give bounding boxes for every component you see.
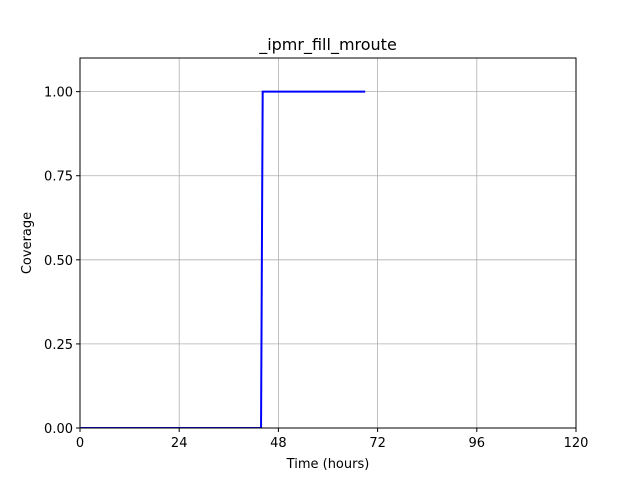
series-layer (80, 90, 366, 428)
ticks-layer: 0 24 48 72 96 120 0.00 0.25 0.50 0.75 1.00 (44, 86, 588, 451)
y-tick-label: 0.75 (44, 170, 73, 185)
x-tick-label: 0 (76, 436, 84, 451)
grid-lines (79, 58, 577, 429)
x-tick-label: 48 (270, 436, 287, 451)
chart-title: _ipmr_fill_mroute (258, 35, 397, 55)
coverage-line (80, 90, 366, 428)
x-axis-label: Time (hours) (286, 457, 370, 472)
y-tick-label: 1.00 (44, 86, 73, 101)
x-tick-label: 120 (564, 436, 589, 451)
x-tick-label: 96 (469, 436, 486, 451)
x-tick-label: 72 (369, 436, 386, 451)
y-axis-label: Coverage (20, 212, 35, 274)
plot-frame (79, 57, 577, 429)
y-tick-label: 0.50 (44, 254, 73, 269)
y-tick-label: 0.00 (44, 422, 73, 437)
x-tick-label: 24 (171, 436, 188, 451)
y-tick-label: 0.25 (44, 338, 73, 353)
